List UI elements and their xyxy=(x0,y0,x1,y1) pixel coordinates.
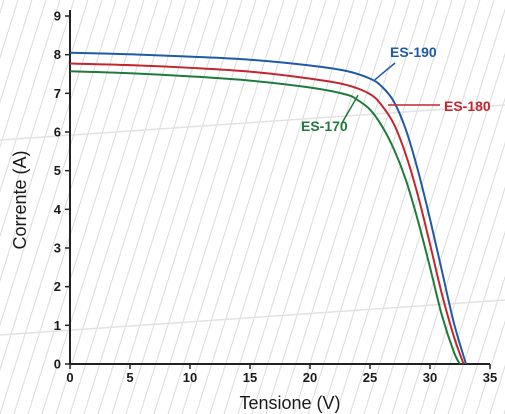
background-stripe xyxy=(0,0,89,282)
background-stripe xyxy=(461,275,505,414)
y-axis-title: Corrente (A) xyxy=(10,150,30,249)
background-stripe xyxy=(13,0,145,414)
x-tick-label: 30 xyxy=(423,370,437,385)
series-label-es-190: ES-190 xyxy=(390,44,437,60)
y-tick-label: 9 xyxy=(54,9,61,24)
background-stripe xyxy=(391,52,505,414)
background-stripe xyxy=(41,0,173,414)
y-tick-label: 5 xyxy=(54,163,61,178)
background-stripe xyxy=(69,0,201,414)
background-stripe xyxy=(83,0,215,414)
series-line-es-170 xyxy=(69,70,461,365)
background-stripe xyxy=(335,0,467,414)
background-stripe xyxy=(139,0,271,414)
y-tick-label: 4 xyxy=(54,202,62,217)
series-line-es-190 xyxy=(69,51,467,365)
background-stripe xyxy=(0,0,33,104)
background-stripe xyxy=(475,319,505,414)
background-stripe xyxy=(153,0,285,414)
axes: 0 5 10 15 20 25 30 35 0 1 2 3 4 5 6 7 8 9 xyxy=(54,9,497,386)
background-stripe xyxy=(97,0,229,414)
background-stripe xyxy=(293,0,425,414)
x-tick-label: 35 xyxy=(483,370,497,385)
series-label-es-170: ES-170 xyxy=(301,118,348,134)
x-axis-title: Tensione (V) xyxy=(239,393,340,413)
x-tick-label: 10 xyxy=(183,370,197,385)
y-tick-label: 8 xyxy=(54,47,61,62)
background-stripe xyxy=(377,7,505,414)
series-line-es-180 xyxy=(69,62,465,365)
background-stripe xyxy=(167,0,299,414)
x-tick-label: 25 xyxy=(363,370,377,385)
background-stripe xyxy=(0,0,131,414)
background-stripe xyxy=(279,0,411,414)
y-tick-label: 2 xyxy=(54,279,61,294)
series-label-es-180: ES-180 xyxy=(444,98,491,114)
background-stripe xyxy=(363,0,495,414)
x-tick-label: 15 xyxy=(243,370,257,385)
background-stripe xyxy=(209,0,341,414)
background-stripe xyxy=(265,0,397,414)
background-stripe xyxy=(419,141,505,414)
x-tick-label: 20 xyxy=(303,370,317,385)
background-stripe xyxy=(27,0,159,414)
background-stripe xyxy=(223,0,355,414)
background-stripe xyxy=(447,230,505,414)
background-stripe xyxy=(0,0,117,372)
y-tick-label: 3 xyxy=(54,241,61,256)
x-tick-label: 0 xyxy=(66,370,73,385)
y-tick-label: 6 xyxy=(54,125,61,140)
leader-line xyxy=(341,94,359,124)
background-stripe xyxy=(0,0,75,238)
background-stripe xyxy=(181,0,313,414)
background-stripe xyxy=(321,0,453,414)
background-stripe xyxy=(0,104,505,141)
labels-layer: ES-190 ES-180 ES-170 xyxy=(301,44,491,134)
background-stripe xyxy=(0,0,61,193)
background-stripe xyxy=(0,0,103,327)
background-stripe xyxy=(237,0,369,414)
background-stripe xyxy=(0,0,47,149)
x-tick-label: 5 xyxy=(126,370,133,385)
series-layer xyxy=(69,51,467,365)
y-tick-label: 1 xyxy=(54,318,61,333)
background-stripe xyxy=(0,0,5,15)
background-stripe xyxy=(125,0,257,414)
y-tick-label: 0 xyxy=(54,357,61,372)
y-tick-label: 7 xyxy=(54,86,61,101)
background-stripe xyxy=(0,299,505,336)
background-stripe xyxy=(405,97,505,414)
background-stripe xyxy=(307,0,439,414)
background-stripe xyxy=(433,186,505,414)
leader-line xyxy=(374,62,396,81)
background-stripe xyxy=(111,0,243,414)
background-stripe xyxy=(251,0,383,414)
background-stripe xyxy=(55,0,187,414)
background-stripe xyxy=(195,0,327,414)
